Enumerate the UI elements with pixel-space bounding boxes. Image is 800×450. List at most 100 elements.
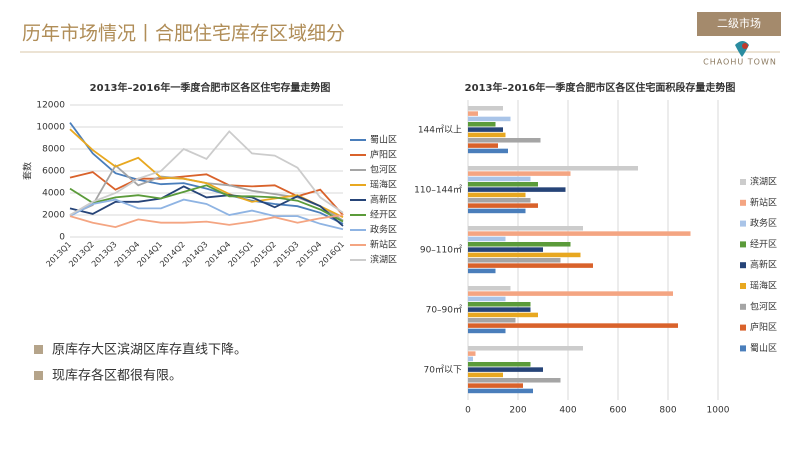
bar (468, 127, 503, 132)
legend-swatch (740, 345, 746, 352)
line-series (69, 214, 344, 229)
bar (468, 356, 473, 362)
y-tick-label: 70㎡以下 (424, 365, 462, 376)
bar (468, 263, 593, 268)
y-tick-label: 144㎡以上 (418, 125, 462, 136)
badge: 二级市场 (717, 16, 761, 30)
legend-label: 新站区 (750, 196, 777, 208)
legend-label: 蜀山区 (370, 135, 397, 146)
legend-label: 滨湖区 (370, 254, 397, 266)
line-series (69, 184, 344, 223)
bar (468, 291, 673, 296)
bar (468, 296, 506, 302)
bar (468, 351, 476, 356)
legend-swatch (740, 303, 746, 310)
legend-label: 庐阳区 (750, 321, 777, 333)
slide-title: 历年市场情况丨合肥住宅库存区域细分 (22, 23, 345, 45)
bar (468, 106, 503, 111)
bar (468, 268, 496, 274)
bar (468, 372, 503, 378)
bar (468, 302, 531, 307)
legend-swatch (740, 241, 746, 248)
x-tick-label: 200 (509, 406, 526, 416)
y-tick-label: 0 (59, 233, 65, 243)
x-tick-label: 2016Q1 (317, 240, 346, 269)
legend-label: 瑶海区 (750, 280, 777, 292)
legend-label: 高新区 (750, 259, 777, 271)
x-tick-label: 600 (609, 406, 626, 416)
legend-swatch (740, 324, 746, 331)
legend-label: 包河区 (750, 300, 777, 312)
bar (468, 367, 543, 372)
legend-label: 滨湖区 (750, 176, 777, 188)
logo-dot (742, 43, 748, 49)
line-series (69, 185, 344, 227)
line-series (69, 171, 344, 216)
y-tick-label: 12000 (36, 101, 65, 111)
bar (468, 236, 506, 242)
badge-box (697, 12, 781, 36)
y-tick-label: 2000 (42, 211, 65, 221)
x-tick-label: 800 (659, 406, 676, 416)
bar (468, 307, 531, 312)
bullet-square (34, 371, 43, 380)
y-tick-label: 90–110㎡ (420, 245, 462, 256)
bar (468, 247, 543, 252)
legend-label: 经开区 (370, 209, 397, 221)
legend-label: 庐阳区 (370, 149, 397, 161)
legend-label: 政务区 (750, 217, 777, 229)
bar (468, 143, 498, 148)
bar (468, 231, 691, 236)
bar (468, 116, 511, 122)
y-axis-label: 套数 (22, 162, 34, 180)
bar (468, 187, 566, 192)
bar (468, 171, 571, 176)
legend-label: 政务区 (370, 224, 397, 236)
bar (468, 122, 496, 127)
legend-swatch (740, 262, 746, 269)
bullet: 现库存各区都很有限。 (52, 368, 182, 384)
bar (468, 182, 538, 187)
bar (468, 383, 523, 388)
bar (468, 138, 541, 143)
bar (468, 328, 506, 334)
bullet: 原库存大区滨湖区库存直线下降。 (52, 342, 247, 358)
bar (468, 258, 561, 263)
bar (468, 148, 508, 154)
chart-title: 2013年–2016年一季度合肥市区各区住宅存量走势图 (90, 81, 331, 94)
bar (468, 388, 533, 394)
bar (468, 312, 538, 318)
y-tick-label: 10000 (36, 123, 65, 133)
chart-title: 2013年–2016年一季度合肥市区各区住宅面积段存量走势图 (465, 81, 736, 94)
legend-label: 蜀山区 (750, 343, 777, 354)
legend-swatch (740, 220, 746, 227)
legend-label: 瑶海区 (370, 179, 397, 191)
y-tick-label: 110–144㎡ (414, 185, 462, 196)
bar (468, 318, 516, 323)
bar (468, 176, 531, 182)
bar (468, 242, 571, 247)
line-series (69, 130, 344, 216)
legend-swatch (740, 283, 746, 289)
bar (468, 132, 506, 138)
x-tick-label: 400 (559, 406, 576, 416)
bar (468, 208, 526, 214)
y-tick-label: 70–90㎡ (426, 305, 462, 316)
legend-label: 包河区 (370, 164, 397, 176)
y-tick-label: 4000 (42, 189, 65, 199)
bar (468, 362, 531, 367)
y-tick-label: 6000 (42, 167, 65, 177)
x-tick-label: 0 (465, 406, 471, 416)
bar (468, 252, 581, 258)
legend-label: 新站区 (370, 239, 397, 251)
bar (468, 111, 478, 116)
legend-swatch (740, 179, 746, 185)
legend-label: 高新区 (370, 194, 397, 206)
bar (468, 203, 538, 208)
y-tick-label: 8000 (42, 145, 65, 155)
bar (468, 198, 531, 203)
bar (468, 346, 583, 351)
bar (468, 192, 526, 198)
logo-bird (735, 41, 749, 57)
